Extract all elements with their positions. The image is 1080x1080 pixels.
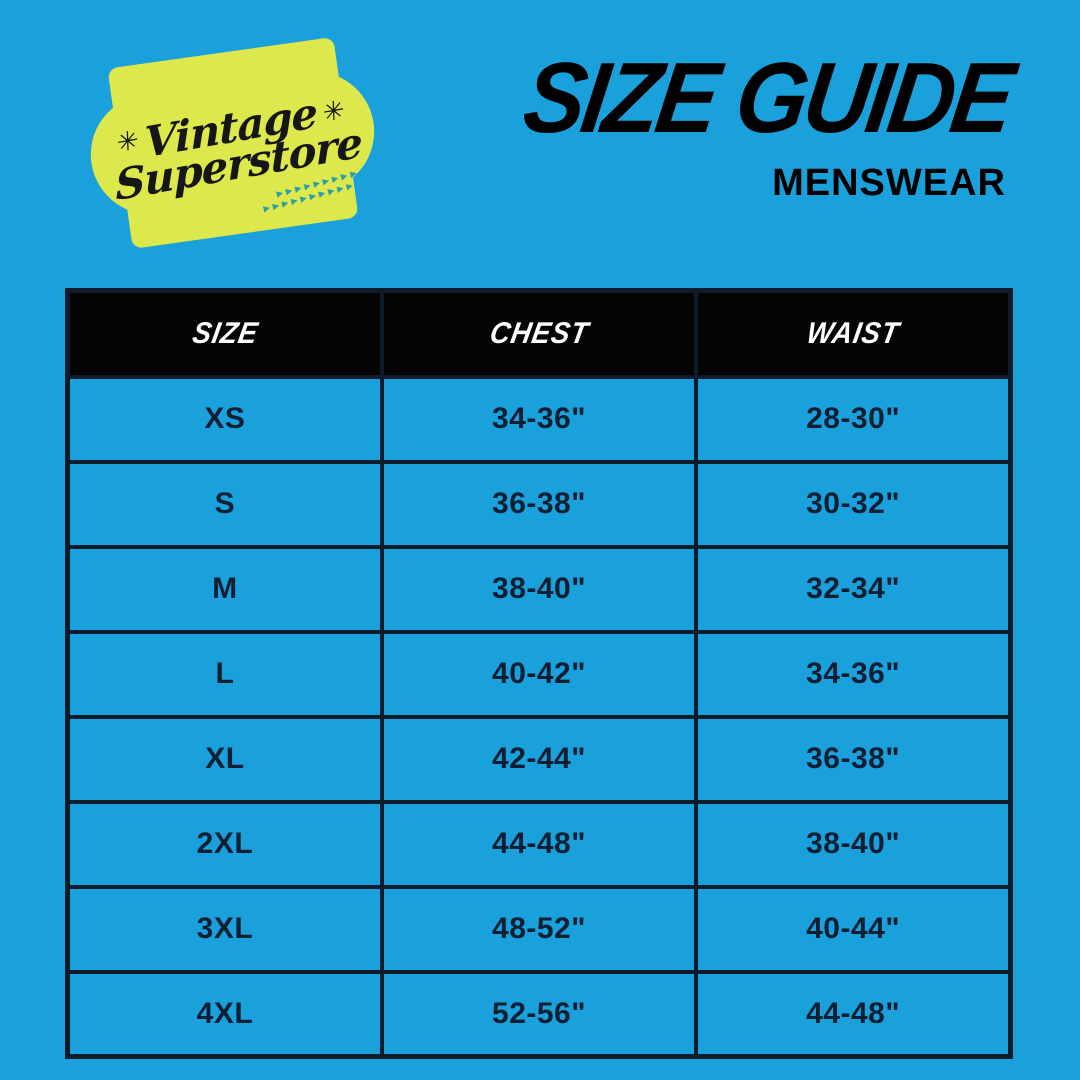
cell-size: 4XL bbox=[65, 969, 384, 1059]
size-table: SIZE CHEST WAIST XS 34-36" 28-30" S 36-38" 30… bbox=[65, 288, 1013, 1059]
cell-waist: 36-38" bbox=[694, 714, 1013, 804]
cell-waist: 30-32" bbox=[694, 459, 1013, 549]
cell-size: XS bbox=[65, 374, 384, 464]
table-header-row: SIZE CHEST WAIST bbox=[65, 288, 1013, 379]
header-cell-chest: CHEST bbox=[379, 288, 699, 379]
header-cell-size: SIZE bbox=[65, 288, 384, 379]
cell-chest: 52-56" bbox=[379, 969, 699, 1059]
header-label-chest: CHEST bbox=[487, 316, 592, 350]
cell-size: M bbox=[65, 544, 384, 634]
cell-chest: 48-52" bbox=[379, 884, 699, 974]
cell-size: 2XL bbox=[65, 799, 384, 889]
page-title: SIZE GUIDE bbox=[517, 42, 1018, 154]
cell-waist: 44-48" bbox=[694, 969, 1013, 1059]
table-row: 2XL 44-48" 38-40" bbox=[65, 799, 1013, 889]
cell-waist: 38-40" bbox=[694, 799, 1013, 889]
logo-badge: ✳ Vintage ✳ Superstore ▸▸▸▸▸▸▸▸▸ ▸▸▸▸▸▸▸… bbox=[79, 33, 387, 253]
cell-waist: 32-34" bbox=[694, 544, 1013, 634]
cell-size: S bbox=[65, 459, 384, 549]
header-label-size: SIZE bbox=[189, 316, 261, 350]
cell-waist: 34-36" bbox=[694, 629, 1013, 719]
cell-chest: 36-38" bbox=[379, 459, 699, 549]
table-row: 4XL 52-56" 44-48" bbox=[65, 969, 1013, 1059]
cell-chest: 42-44" bbox=[379, 714, 699, 804]
header-cell-waist: WAIST bbox=[694, 288, 1013, 379]
cell-chest: 34-36" bbox=[379, 374, 699, 464]
cell-size: 3XL bbox=[65, 884, 384, 974]
sparkle-icon: ✳ bbox=[116, 125, 139, 160]
title-block: SIZE GUIDE MENSWEAR bbox=[483, 42, 1018, 205]
cell-size: XL bbox=[65, 714, 384, 804]
table-row: 3XL 48-52" 40-44" bbox=[65, 884, 1013, 974]
table-row: M 38-40" 32-34" bbox=[65, 544, 1013, 634]
cell-waist: 40-44" bbox=[694, 884, 1013, 974]
table-row: S 36-38" 30-32" bbox=[65, 459, 1013, 549]
cell-waist: 28-30" bbox=[694, 374, 1013, 464]
logo-content: ✳ Vintage ✳ Superstore ▸▸▸▸▸▸▸▸▸ ▸▸▸▸▸▸▸… bbox=[79, 33, 387, 253]
cell-chest: 40-42" bbox=[379, 629, 699, 719]
cell-chest: 38-40" bbox=[379, 544, 699, 634]
size-table-head: SIZE CHEST WAIST bbox=[65, 288, 1013, 379]
size-table-body: XS 34-36" 28-30" S 36-38" 30-32" M 38-40" 32-34"… bbox=[65, 374, 1013, 1059]
header-label-waist: WAIST bbox=[804, 316, 903, 350]
cell-chest: 44-48" bbox=[379, 799, 699, 889]
cell-size: L bbox=[65, 629, 384, 719]
page-subtitle: MENSWEAR bbox=[772, 162, 1006, 204]
table-row: XL 42-44" 36-38" bbox=[65, 714, 1013, 804]
table-row: XS 34-36" 28-30" bbox=[65, 374, 1013, 464]
table-row: L 40-42" 34-36" bbox=[65, 629, 1013, 719]
